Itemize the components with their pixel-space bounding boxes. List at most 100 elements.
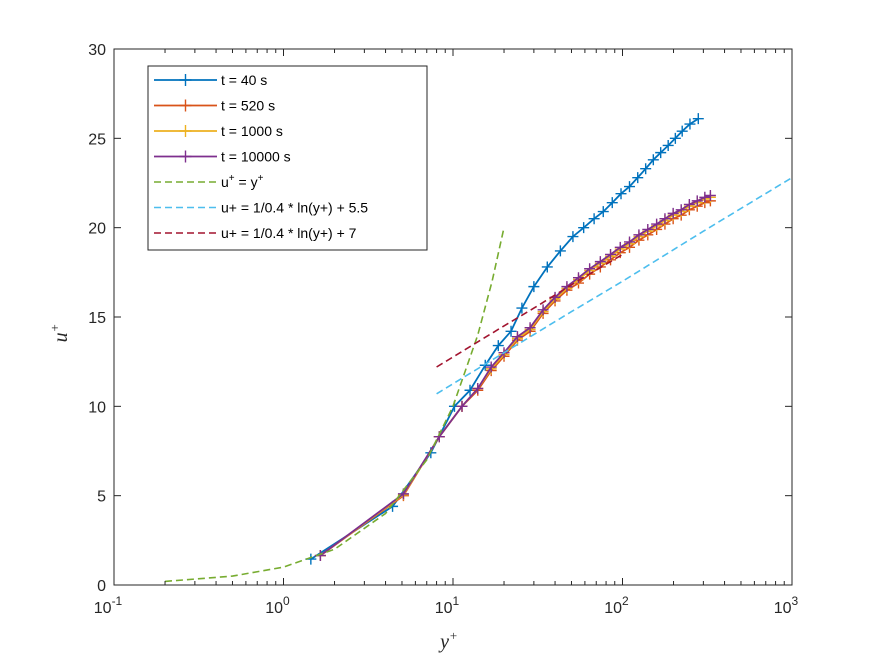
data-point bbox=[594, 256, 606, 268]
x-tick-label-base: 10 bbox=[435, 600, 453, 617]
x-tick-label-base: 10 bbox=[94, 600, 112, 617]
data-point bbox=[511, 331, 523, 343]
data-point bbox=[684, 118, 696, 130]
y-tick-label: 0 bbox=[97, 578, 106, 595]
data-point bbox=[667, 207, 679, 219]
data-point bbox=[692, 113, 704, 125]
legend-item: u+ = 1/0.4 * ln(y+) + 5.5 bbox=[154, 200, 368, 216]
legend-label: u+ = 1/0.4 * ln(y+) + 5.5 bbox=[221, 200, 368, 216]
data-point bbox=[675, 204, 687, 216]
axes-layer bbox=[113, 48, 793, 586]
data-point bbox=[567, 231, 579, 243]
x-tick-label: 103 bbox=[774, 594, 799, 617]
data-point bbox=[647, 154, 659, 166]
y-axis-label: u+ bbox=[47, 324, 72, 343]
legend-label: t = 40 s bbox=[221, 72, 267, 88]
x-axis-label: y+ bbox=[438, 628, 458, 653]
data-point bbox=[472, 382, 484, 394]
legend-marker bbox=[179, 74, 192, 86]
data-point bbox=[655, 147, 667, 159]
data-point bbox=[640, 163, 652, 175]
data-point bbox=[662, 139, 674, 151]
data-point bbox=[606, 197, 618, 209]
data-point bbox=[479, 359, 491, 371]
legend-label-part: = y bbox=[235, 174, 258, 190]
legend-label: t = 520 s bbox=[221, 98, 275, 114]
x-tick-label: 101 bbox=[435, 594, 460, 617]
legend-label: t = 1000 s bbox=[221, 123, 283, 139]
data-point bbox=[614, 241, 626, 253]
series-layer bbox=[164, 113, 792, 583]
data-point bbox=[456, 400, 468, 412]
legend-item: t = 1000 s bbox=[154, 123, 283, 139]
data-point bbox=[669, 132, 681, 144]
data-point bbox=[524, 322, 536, 334]
x-tick-label-base: 10 bbox=[265, 600, 283, 617]
series-7 bbox=[436, 253, 623, 368]
legend-item: t = 520 s bbox=[154, 98, 275, 114]
legend-item: u+ = 1/0.4 * ln(y+) + 7 bbox=[154, 225, 357, 241]
data-point bbox=[651, 218, 663, 230]
series-line bbox=[319, 194, 711, 557]
y-tick-label: 10 bbox=[88, 399, 106, 416]
x-tick-label-exp: 0 bbox=[283, 594, 290, 608]
y-tick-label: 30 bbox=[88, 42, 106, 59]
legend-marker bbox=[179, 99, 192, 112]
x-tick-label-base: 10 bbox=[604, 600, 622, 617]
series-line bbox=[436, 253, 623, 368]
data-point bbox=[516, 302, 528, 314]
data-point bbox=[528, 281, 540, 293]
legend-marker bbox=[179, 125, 192, 137]
series-4 bbox=[314, 190, 716, 562]
x-tick-label-exp: 3 bbox=[792, 594, 799, 608]
data-point bbox=[492, 340, 504, 352]
legend-item: t = 40 s bbox=[154, 72, 267, 88]
series-line bbox=[164, 227, 505, 583]
data-point bbox=[624, 236, 636, 248]
data-point bbox=[699, 191, 711, 203]
data-point bbox=[676, 125, 688, 137]
data-point bbox=[505, 325, 517, 337]
data-point bbox=[485, 361, 497, 373]
x-tick-label-exp: 2 bbox=[622, 594, 629, 608]
legend-label-sup: + bbox=[229, 173, 235, 184]
data-point bbox=[632, 172, 644, 184]
legend-label-part: u bbox=[221, 174, 229, 190]
data-point bbox=[683, 198, 695, 210]
data-point bbox=[615, 188, 627, 200]
y-tick-label: 20 bbox=[88, 221, 106, 238]
x-tick-label-base: 10 bbox=[774, 600, 792, 617]
x-tick-label: 100 bbox=[265, 594, 290, 617]
legend-box bbox=[147, 65, 428, 251]
series-5 bbox=[164, 227, 505, 583]
data-point bbox=[578, 222, 590, 234]
data-point bbox=[561, 281, 573, 293]
data-point bbox=[554, 245, 566, 257]
x-tick-label-exp: 1 bbox=[453, 594, 460, 608]
y-tick-label: 5 bbox=[97, 489, 106, 506]
data-point bbox=[691, 195, 703, 207]
data-point bbox=[537, 304, 549, 316]
data-point bbox=[642, 223, 654, 235]
legend-item: t = 10000 s bbox=[154, 149, 291, 165]
series-line bbox=[310, 117, 699, 560]
data-point bbox=[541, 261, 553, 273]
legend: t = 40 s t = 520 s t = 1000 s t = 10000 s u+… bbox=[147, 65, 428, 251]
data-point bbox=[633, 229, 645, 241]
legend-label: u+ = y+ bbox=[221, 173, 264, 190]
legend-label: u+ = 1/0.4 * ln(y+) + 7 bbox=[221, 225, 357, 241]
data-point bbox=[597, 206, 609, 218]
y-tick-label: 25 bbox=[88, 131, 106, 148]
x-tick-label: 102 bbox=[604, 594, 629, 617]
legend-marker bbox=[179, 150, 192, 163]
series-line bbox=[436, 176, 792, 395]
y-axis-label-sup: + bbox=[47, 324, 62, 333]
data-point bbox=[588, 213, 600, 225]
legend-items: t = 40 s t = 520 s t = 1000 s t = 10000 s u+… bbox=[154, 72, 368, 241]
x-tick-label-exp: -1 bbox=[112, 594, 123, 608]
data-point bbox=[704, 190, 716, 202]
data-point bbox=[584, 263, 596, 275]
x-axis-label-sup: + bbox=[449, 628, 458, 643]
